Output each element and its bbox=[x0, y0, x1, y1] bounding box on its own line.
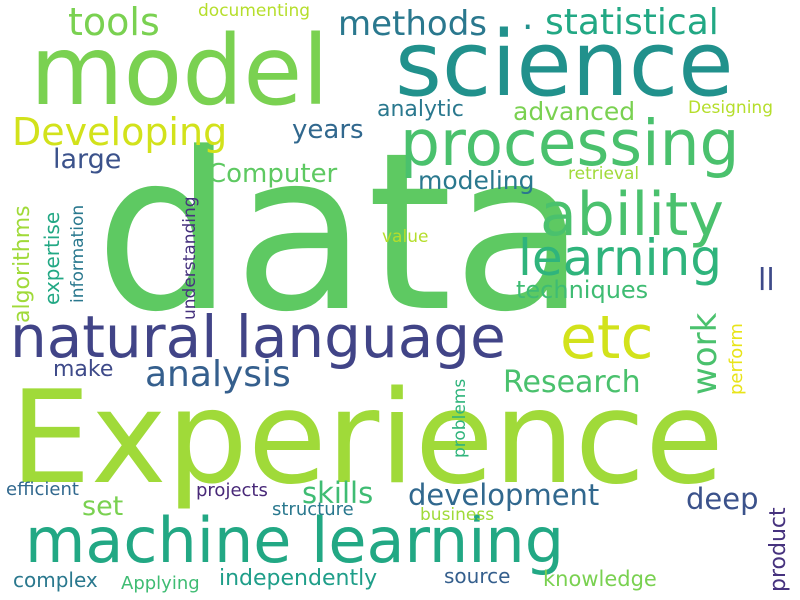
word-ability: ability bbox=[540, 180, 724, 250]
word-advanced: advanced bbox=[513, 97, 636, 126]
word-large: large bbox=[53, 144, 122, 175]
word-retrieval: retrieval bbox=[568, 164, 640, 184]
word-skills: skills bbox=[302, 476, 374, 510]
word-machine-learning: machine learning bbox=[25, 504, 565, 577]
word-understanding: understanding bbox=[180, 196, 200, 320]
word-documenting: documenting bbox=[198, 1, 311, 21]
word-value: value bbox=[382, 227, 429, 247]
word-processing: processing bbox=[400, 107, 740, 180]
word-source: source bbox=[444, 564, 511, 588]
word-developing: Developing bbox=[12, 110, 228, 154]
word-model: model bbox=[30, 15, 329, 127]
word-efficient: efficient bbox=[6, 479, 79, 500]
word-learning: learning bbox=[518, 229, 722, 287]
word-deep: deep bbox=[686, 482, 759, 516]
word-analytic: analytic bbox=[377, 97, 464, 122]
word-ll: ll bbox=[758, 263, 775, 298]
word-designing: Designing bbox=[688, 98, 773, 118]
word-years: years bbox=[292, 115, 364, 145]
word-computer: Computer bbox=[208, 159, 338, 189]
word-modeling: modeling bbox=[418, 166, 535, 195]
word-methods: methods bbox=[338, 4, 488, 44]
word-information: information bbox=[68, 204, 88, 303]
word-applying: Applying bbox=[121, 573, 200, 594]
word-development: development bbox=[408, 478, 600, 512]
word-techniques: techniques bbox=[516, 276, 649, 304]
word-natural-language: natural language bbox=[10, 303, 506, 371]
word-complex: complex bbox=[13, 568, 98, 592]
word-algorithms: algorithms bbox=[10, 205, 35, 323]
word-structure: structure bbox=[272, 499, 354, 520]
word-projects: projects bbox=[196, 480, 268, 501]
word-set: set bbox=[82, 491, 124, 522]
word-experience: Experience bbox=[10, 364, 724, 513]
word-product: product bbox=[766, 507, 791, 592]
word-data: data bbox=[95, 107, 587, 360]
word-tools: tools bbox=[68, 0, 160, 44]
word-problems: problems bbox=[450, 378, 470, 458]
word-science: science bbox=[395, 12, 734, 117]
word-expertise: expertise bbox=[40, 211, 64, 305]
word-work: work bbox=[685, 312, 725, 395]
word-research: Research bbox=[503, 365, 641, 400]
word-business: business bbox=[420, 505, 495, 525]
word-dot: . bbox=[522, 0, 534, 38]
word-independently: independently bbox=[219, 566, 378, 591]
word-perform: perform bbox=[726, 323, 747, 395]
word-make: make bbox=[53, 357, 114, 382]
word-analysis: analysis bbox=[145, 354, 291, 395]
word-etc: etc bbox=[560, 303, 654, 373]
word-statistical: statistical bbox=[545, 2, 719, 43]
word-knowledge: knowledge bbox=[543, 567, 657, 591]
